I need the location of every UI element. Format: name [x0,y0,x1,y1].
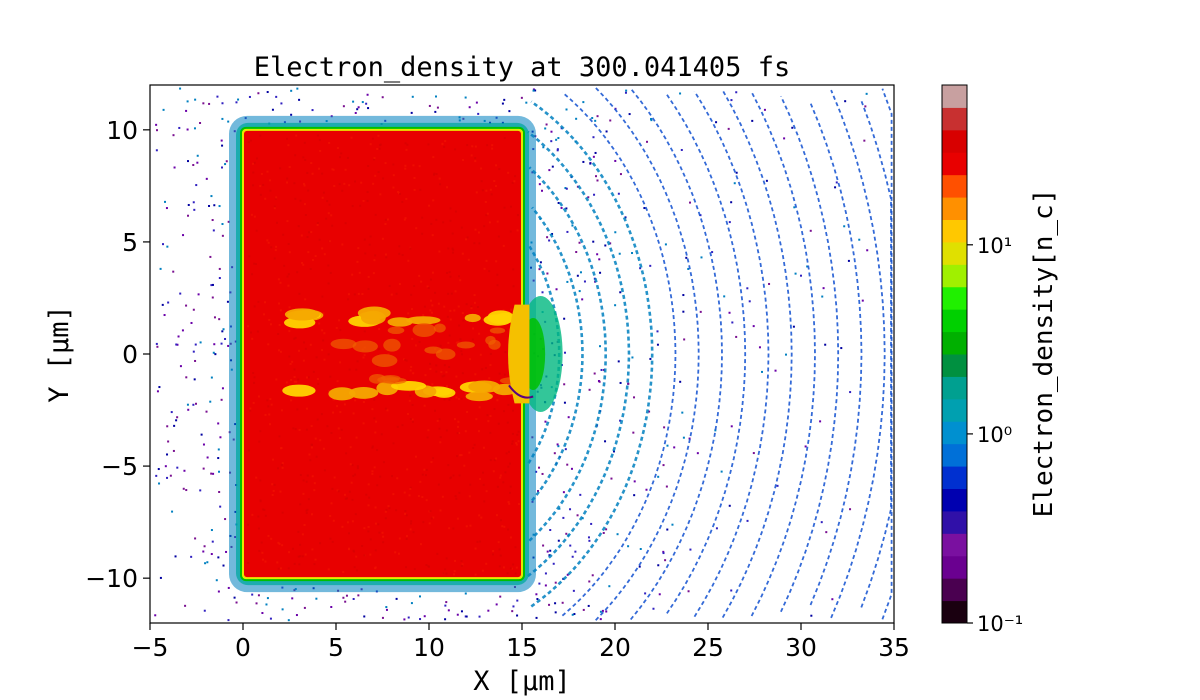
plot-area [150,85,894,623]
y-axis-label: Y [μm] [44,305,75,403]
x-axis: −5 0 5 10 15 20 25 30 35 [132,623,910,662]
x-tick-label: 35 [878,633,910,662]
colorbar-segment [942,331,967,355]
colorbar-segment [942,264,967,288]
y-tick-label: 10 [106,116,138,145]
y-tick-label: −5 [101,452,138,481]
x-tick-label: −5 [132,633,169,662]
colorbar-segment [942,309,967,333]
colorbar-segment [942,286,967,310]
x-tick-label: 20 [599,633,631,662]
colorbar-ticks: 10⁻¹ 10⁰ 10¹ [967,234,1023,636]
colorbar-segment [942,443,967,467]
colorbar-segment [942,152,967,176]
rear-hole [508,304,530,404]
wavefront-arcs [526,87,893,621]
colorbar-segment [942,174,967,198]
chart-title: Electron_density at 300.041405 fs [254,52,790,83]
heatmap-layer [154,87,893,622]
x-tick-label: 30 [785,633,817,662]
colorbar-segment [942,488,967,512]
colorbar-segment [942,466,967,489]
colorbar-tick-label: 10⁰ [977,423,1012,447]
x-tick-label: 15 [506,633,538,662]
colorbar-segment [942,421,967,445]
y-tick-label: 5 [122,228,138,257]
colorbar-segment [942,219,967,243]
x-tick-label: 0 [235,633,251,662]
colorbar-segment [942,241,967,265]
colorbar-segment [942,85,967,108]
x-tick-label: 25 [692,633,724,662]
colorbar-segment [942,600,967,624]
colorbar-segment [942,376,967,400]
y-tick-label: 0 [122,340,138,369]
x-tick-label: 5 [328,633,344,662]
colorbar [941,84,968,624]
colorbar-tick-label: 10⁻¹ [977,612,1023,636]
colorbar-segment [942,533,967,557]
laser-channel [282,304,534,404]
colorbar-segment [942,398,967,422]
colorbar-tick-label: 10¹ [977,234,1012,258]
colorbar-segment [942,555,967,579]
colorbar-segment [942,197,967,220]
y-tick-label: −10 [85,564,138,593]
colorbar-label: Electron_density[n_c] [1029,189,1059,518]
target-texture [246,134,521,576]
colorbar-segment [942,129,967,153]
y-axis: −10 −5 0 5 10 [85,116,150,593]
x-axis-label: X [μm] [473,666,571,697]
colorbar-segment [942,510,967,534]
colorbar-segment [942,354,967,377]
x-tick-label: 10 [413,633,445,662]
target-slab [244,130,521,578]
colorbar-segment [942,578,967,602]
colorbar-segment [942,107,967,131]
